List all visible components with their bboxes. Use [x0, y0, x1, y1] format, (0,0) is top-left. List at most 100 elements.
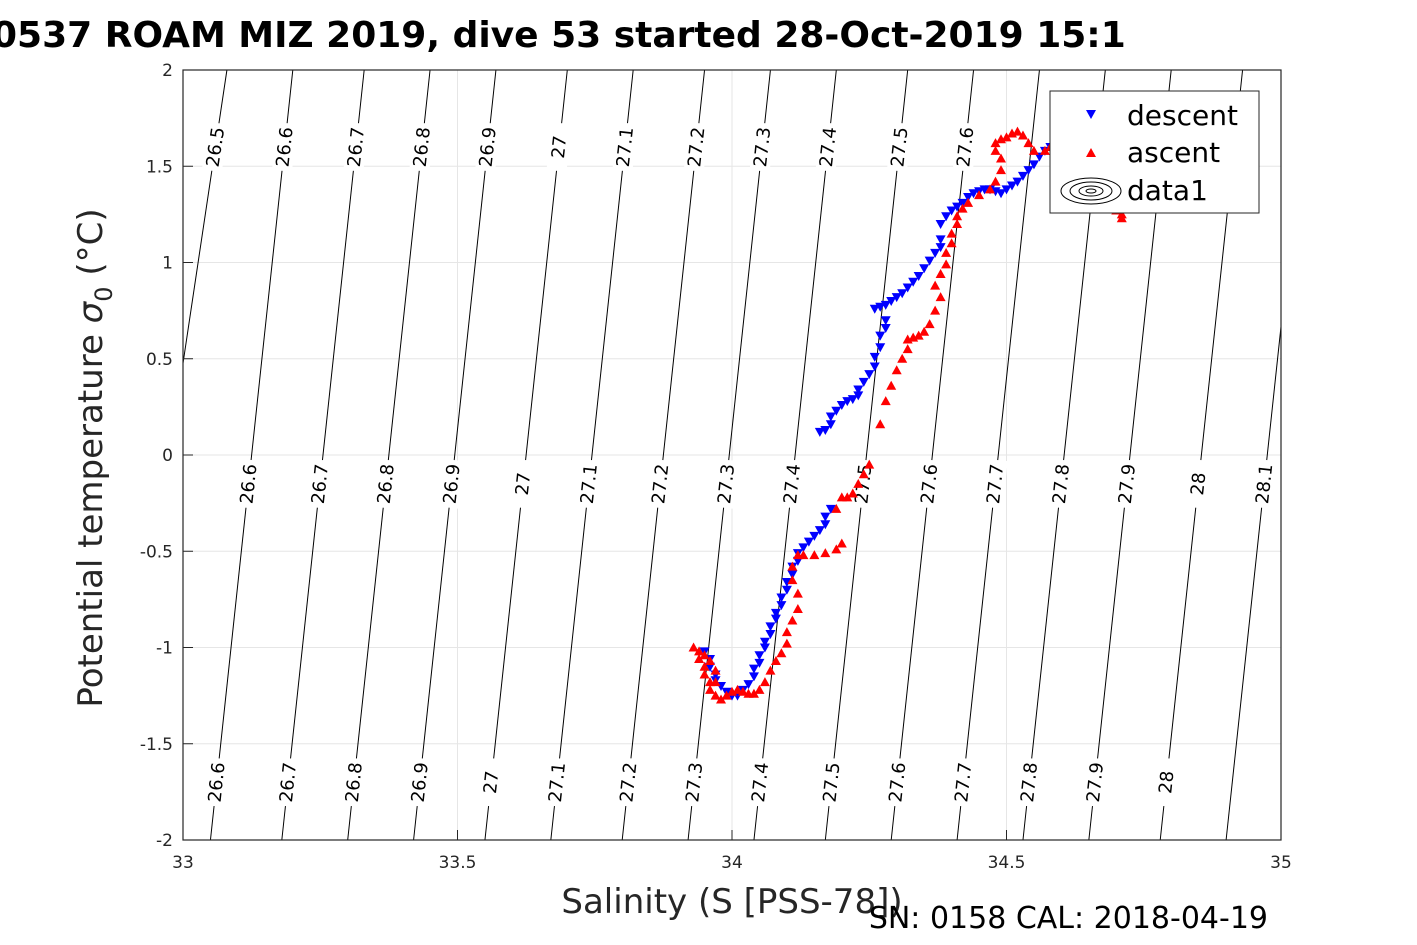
- y-tick-label: -2: [156, 831, 173, 851]
- contour-label: 26.7: [344, 126, 369, 168]
- ascent-point: [897, 353, 908, 363]
- ascent-point: [941, 247, 952, 257]
- descent-point: [820, 512, 831, 522]
- contour-label: 26.8: [342, 761, 367, 803]
- descent-point: [842, 397, 853, 407]
- descent-point: [820, 425, 831, 435]
- ascent-point: [880, 396, 891, 406]
- contour-label-mask: [201, 121, 229, 173]
- contour-line-26.8: [347, 69, 431, 841]
- legend-box: [1049, 90, 1260, 214]
- y-tick-label: -0.5: [140, 542, 173, 562]
- ascent-point: [952, 211, 963, 221]
- contour-label-mask: [982, 458, 1008, 509]
- descent-point: [853, 391, 864, 401]
- ascent-point: [946, 228, 957, 238]
- y-tick-label: 1.5: [146, 157, 173, 177]
- contour-label: 28: [1155, 770, 1178, 795]
- legend-ascent-marker: [1086, 148, 1096, 157]
- descent-point: [952, 202, 963, 212]
- legend-contour-icon: [1060, 177, 1122, 205]
- descent-point: [798, 543, 809, 553]
- contour-label: 27.9: [1083, 761, 1108, 803]
- legend-descent-label: descent: [1127, 99, 1238, 132]
- descent-point: [935, 243, 946, 253]
- contour-label: 26.7: [308, 463, 333, 505]
- descent-point: [941, 212, 952, 222]
- ascent-point: [930, 305, 941, 315]
- descent-point: [1012, 177, 1023, 187]
- ascent-point: [990, 138, 1001, 148]
- descent-point: [858, 377, 869, 387]
- ascent-point: [831, 503, 842, 513]
- descent-point: [1017, 171, 1028, 181]
- contour-label: 27.3: [682, 761, 707, 803]
- contour-label-mask: [1185, 458, 1211, 509]
- descent-point: [1001, 185, 1012, 195]
- contour-label-mask: [343, 122, 369, 172]
- ascent-point: [946, 238, 957, 248]
- y-tick-label: 2: [162, 61, 173, 81]
- ascent-point: [836, 492, 847, 502]
- contour-label-mask: [272, 122, 298, 172]
- descent-point: [875, 343, 886, 353]
- ascent-point: [902, 344, 913, 354]
- data-points: [688, 126, 1127, 704]
- contour-label: 28.1: [1252, 463, 1277, 505]
- ascent-point: [985, 184, 996, 194]
- legend-ascent-label: ascent: [1127, 136, 1220, 169]
- contour-label-mask: [510, 458, 536, 509]
- descent-point: [781, 585, 792, 595]
- descent-point: [935, 220, 946, 229]
- contour-line-27.4: [753, 69, 837, 841]
- contour-label: 27.4: [816, 126, 841, 168]
- descent-point: [908, 277, 919, 287]
- y-axis-label-subscript: 0: [90, 286, 118, 301]
- contour-line-27: [484, 69, 568, 841]
- contour-label: 27.5: [819, 761, 844, 803]
- contour-label-mask: [819, 757, 845, 808]
- y-axis-label-unit: (°C): [71, 208, 111, 286]
- contour-label-mask: [1016, 757, 1042, 808]
- contour-label: 27.2: [684, 126, 709, 168]
- contour-label-mask: [615, 757, 641, 808]
- ascent-point: [1017, 130, 1028, 140]
- ascent-point: [820, 548, 831, 558]
- ascent-point: [759, 677, 770, 687]
- contour-label-mask: [1114, 458, 1140, 509]
- descent-point: [803, 537, 814, 547]
- descent-point: [864, 370, 875, 380]
- contour-label: 27: [512, 471, 535, 496]
- ascent-point: [996, 134, 1007, 144]
- x-tick-label: 35: [1270, 853, 1292, 873]
- ascent-point: [919, 326, 930, 336]
- x-tick-label: 34: [721, 853, 743, 873]
- ascent-point: [1012, 126, 1023, 136]
- descent-point: [814, 526, 825, 536]
- axis-ticks: 33 33.5 34 34.5 35 2 1.5 1 0.5 0 -0.5 -1 -1.5 -2: [140, 61, 1292, 873]
- ascent-point: [963, 197, 974, 207]
- contour-label-mask: [850, 458, 876, 509]
- ascent-point: [792, 604, 803, 613]
- y-axis-label-sigma: σ: [71, 300, 111, 323]
- y-axis-label-main: Potential temperature: [71, 323, 111, 707]
- descent-point: [1028, 160, 1039, 170]
- contour-label-mask: [544, 757, 570, 808]
- ascent-point: [781, 627, 792, 637]
- contour-label: 27.4: [780, 463, 805, 505]
- ascent-point: [792, 550, 803, 560]
- contour-label-mask: [950, 757, 976, 808]
- ascent-point: [688, 642, 699, 652]
- contour-label-mask: [612, 122, 638, 172]
- ascent-point: [935, 269, 946, 279]
- contour-label-mask: [236, 458, 262, 509]
- contour-label: 27: [480, 770, 503, 795]
- contour-label: 27.6: [885, 761, 910, 803]
- contour-label-mask: [1251, 458, 1277, 509]
- contour-label: 27.1: [613, 126, 638, 168]
- contour-label-mask: [1048, 458, 1074, 509]
- descent-point: [935, 235, 946, 245]
- ascent-point: [1006, 128, 1017, 138]
- ascent-point: [699, 669, 710, 679]
- descent-point: [946, 206, 957, 216]
